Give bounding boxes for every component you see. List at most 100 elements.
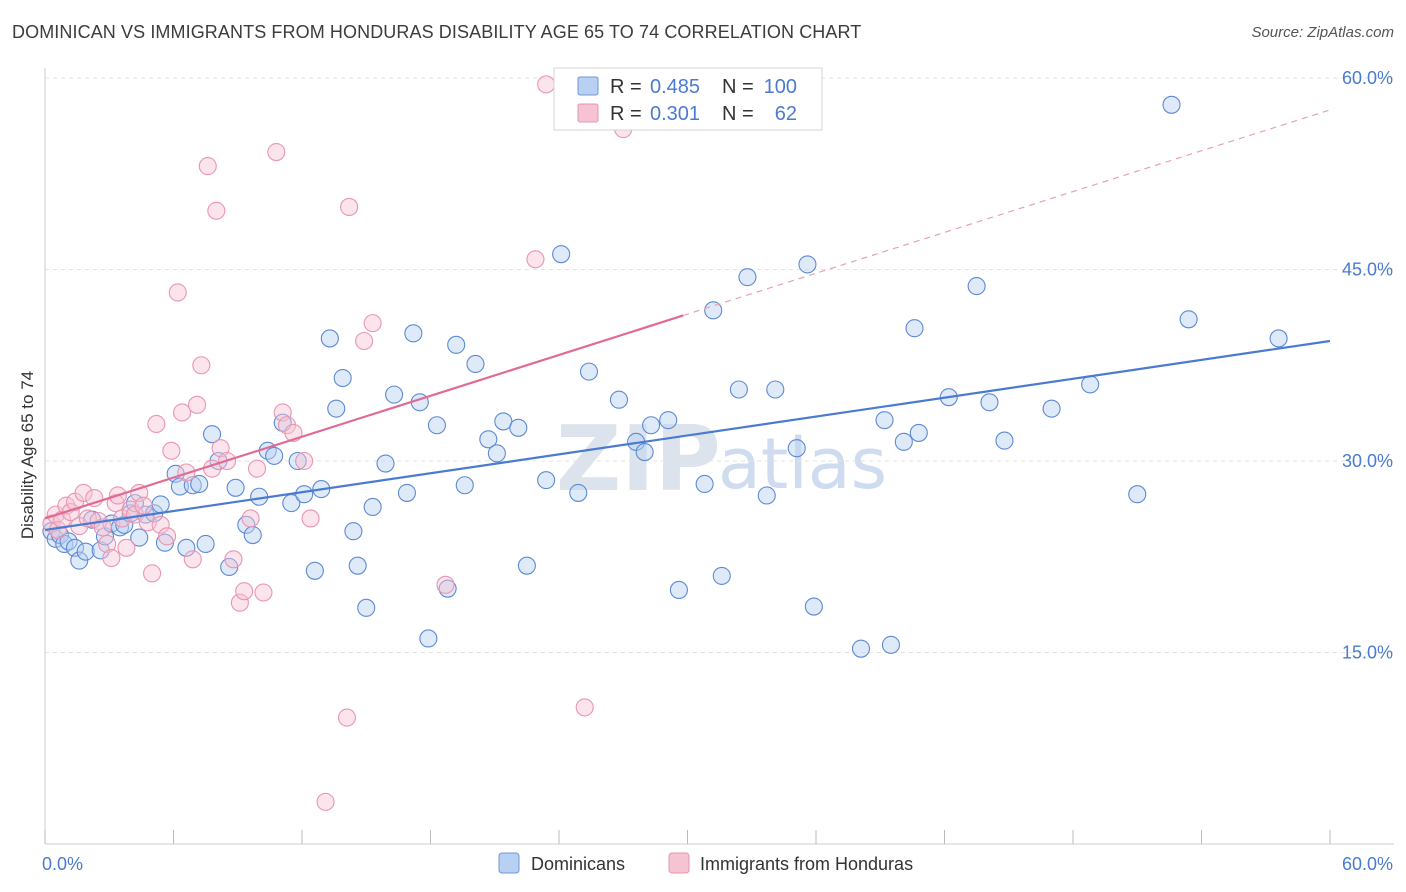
legend-r-label-1: R =: [610, 76, 642, 98]
legend-r-value-1: 0.485: [650, 76, 700, 98]
honduras-point: [301, 509, 320, 528]
dominican-point: [509, 418, 528, 437]
honduras-point: [158, 527, 177, 546]
dominican-point: [729, 380, 748, 399]
dominican-point: [1269, 329, 1288, 348]
dominican-point: [569, 483, 588, 502]
dominican-point: [295, 485, 314, 504]
chart-title: DOMINICAN VS IMMIGRANTS FROM HONDURAS DI…: [12, 22, 862, 42]
honduras-point: [340, 197, 359, 216]
y-axis-title: Disability Age 65 to 74: [18, 371, 37, 539]
honduras-point: [74, 483, 93, 502]
honduras-point: [355, 331, 374, 351]
honduras-point: [198, 157, 217, 176]
series-legend-honduras: Immigrants from Honduras: [700, 854, 913, 874]
dominican-point: [669, 580, 688, 599]
dominican-point: [704, 301, 723, 320]
dominican-point: [1162, 95, 1181, 114]
honduras-point: [224, 550, 243, 569]
honduras-trend-line: [44, 314, 684, 520]
dominican-point: [243, 525, 262, 545]
honduras-point: [337, 708, 357, 727]
dominican-point: [881, 635, 901, 654]
dominican-point: [537, 471, 556, 490]
series-legend-dominicans: Dominicans: [531, 854, 625, 874]
dominican-point: [130, 528, 149, 547]
dominican-point: [1179, 310, 1198, 329]
dominican-point: [967, 277, 986, 296]
dominican-point: [635, 443, 654, 462]
dominican-point: [466, 354, 485, 374]
tick-labels: 15.0% 30.0% 45.0% 60.0% 0.0% 60.0%: [42, 68, 1393, 874]
dominican-point: [798, 255, 817, 274]
dominican-point: [427, 416, 446, 435]
stats-legend-box: [553, 67, 823, 131]
legend-swatch-pink: [577, 103, 599, 123]
dominican-point: [894, 432, 913, 451]
dominican-point: [305, 561, 324, 580]
honduras-point: [117, 538, 136, 557]
honduras-point: [241, 509, 260, 528]
honduras-point: [147, 414, 166, 434]
dominican-point: [766, 380, 785, 399]
honduras-point: [526, 250, 545, 269]
dominican-point: [357, 598, 376, 617]
series-legend-swatch-dominicans: [498, 852, 520, 874]
dominican-point: [494, 412, 513, 431]
honduras-point: [247, 459, 267, 478]
honduras-point: [98, 534, 117, 554]
honduras-point: [173, 403, 192, 422]
dominican-point: [787, 439, 806, 458]
dominican-point: [76, 542, 95, 561]
source-label: Source: ZipAtlas.com: [1251, 24, 1394, 41]
dominican-point: [1081, 375, 1100, 394]
dominican-point: [995, 431, 1014, 450]
x-tick-label: 0.0%: [42, 854, 83, 874]
dominican-point: [695, 474, 714, 494]
honduras-point: [106, 494, 125, 513]
honduras-point: [277, 416, 297, 435]
dominican-point: [203, 425, 222, 444]
dominican-point: [190, 474, 209, 494]
dominican-point: [875, 411, 894, 430]
y-tick-label: 15.0%: [1342, 643, 1393, 663]
honduras-point: [230, 593, 249, 612]
dominican-point: [712, 566, 731, 585]
dominican-point: [327, 399, 346, 418]
series-legend: Dominicans Immigrants from Honduras: [498, 852, 913, 874]
honduras-point: [363, 314, 382, 333]
dominican-point: [333, 368, 352, 388]
honduras-point: [134, 496, 153, 515]
dominican-point: [980, 393, 999, 412]
legend-n-label-2: N =: [722, 103, 754, 125]
legend-r-label-2: R =: [610, 103, 642, 125]
honduras-point: [295, 451, 314, 471]
grid-lines: [45, 77, 1394, 653]
legend-n-label-1: N =: [722, 76, 754, 98]
x-tick-label: 60.0%: [1342, 854, 1393, 874]
dominican-point: [738, 268, 757, 287]
legend-n-value-2: 62: [775, 103, 797, 125]
honduras-point: [316, 792, 335, 811]
dominican-point: [517, 556, 536, 575]
honduras-point: [254, 583, 273, 602]
dominican-point: [455, 476, 474, 495]
dominican-point: [385, 385, 404, 404]
y-tick-label: 45.0%: [1342, 260, 1393, 280]
dominican-point: [196, 534, 215, 554]
honduras-point: [537, 75, 556, 94]
honduras-point: [192, 356, 211, 375]
dominican-point: [909, 423, 928, 442]
dominican-point: [288, 451, 307, 471]
dominican-point: [579, 362, 599, 381]
dominican-point: [804, 597, 823, 616]
honduras-point: [575, 698, 594, 717]
honduras-point: [267, 142, 286, 162]
dominican-point: [177, 538, 196, 557]
dominican-point: [1042, 399, 1061, 418]
stats-legend: R = 0.485 N = 100 R = 0.301 N = 62: [553, 67, 823, 131]
legend-swatch-blue: [577, 76, 599, 96]
dominican-point: [348, 556, 367, 575]
y-tick-label: 30.0%: [1342, 451, 1393, 471]
